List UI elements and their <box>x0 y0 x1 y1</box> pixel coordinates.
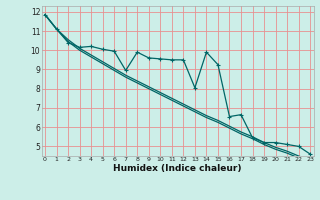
X-axis label: Humidex (Indice chaleur): Humidex (Indice chaleur) <box>113 164 242 173</box>
